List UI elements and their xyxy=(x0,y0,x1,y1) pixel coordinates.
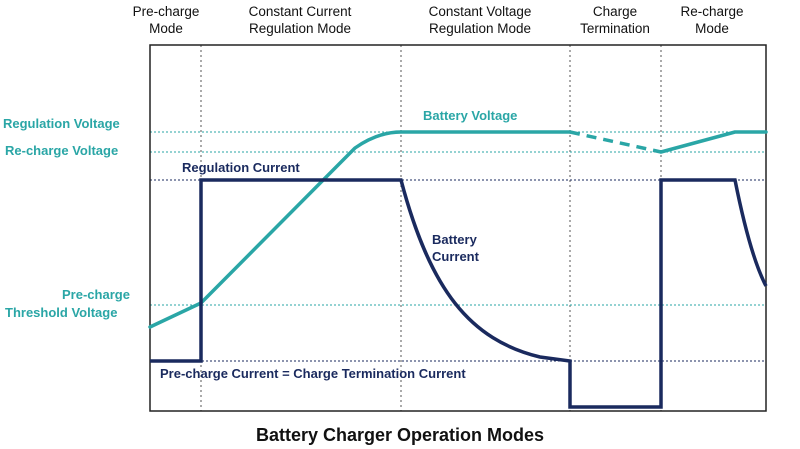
regulation-voltage-label: Regulation Voltage xyxy=(3,116,120,131)
battery-voltage-recharge xyxy=(659,130,768,154)
mode-label-charge-termination: Charge Termination xyxy=(580,4,650,36)
precharge-threshold-label-line2: Threshold Voltage xyxy=(5,305,118,320)
battery-current-annotation-line1: Battery xyxy=(432,232,477,247)
plot-frame xyxy=(149,44,767,412)
battery-current-curve xyxy=(150,178,768,409)
battery-current-annotation-line2: Current xyxy=(432,249,479,264)
precharge-current-annotation: Pre-charge Current = Charge Termination … xyxy=(160,366,466,381)
mode-label-recharge: Re-charge Mode xyxy=(680,4,744,36)
regulation-current-annotation: Regulation Current xyxy=(182,160,300,175)
mode-label-constant-voltage: Constant Voltage Regulation Mode xyxy=(428,4,532,36)
recharge-voltage-label: Re-charge Voltage xyxy=(5,143,119,158)
battery-voltage-annotation: Battery Voltage xyxy=(423,108,518,123)
diagram-title: Battery Charger Operation Modes xyxy=(255,425,545,445)
precharge-threshold-label-line1: Pre-charge xyxy=(62,287,130,302)
battery-voltage-dashed xyxy=(569,130,662,154)
mode-label-constant-current: Constant Current Regulation Mode xyxy=(248,4,352,36)
mode-label-precharge: Pre-charge Mode xyxy=(132,4,200,36)
battery-voltage-curve xyxy=(148,130,572,329)
